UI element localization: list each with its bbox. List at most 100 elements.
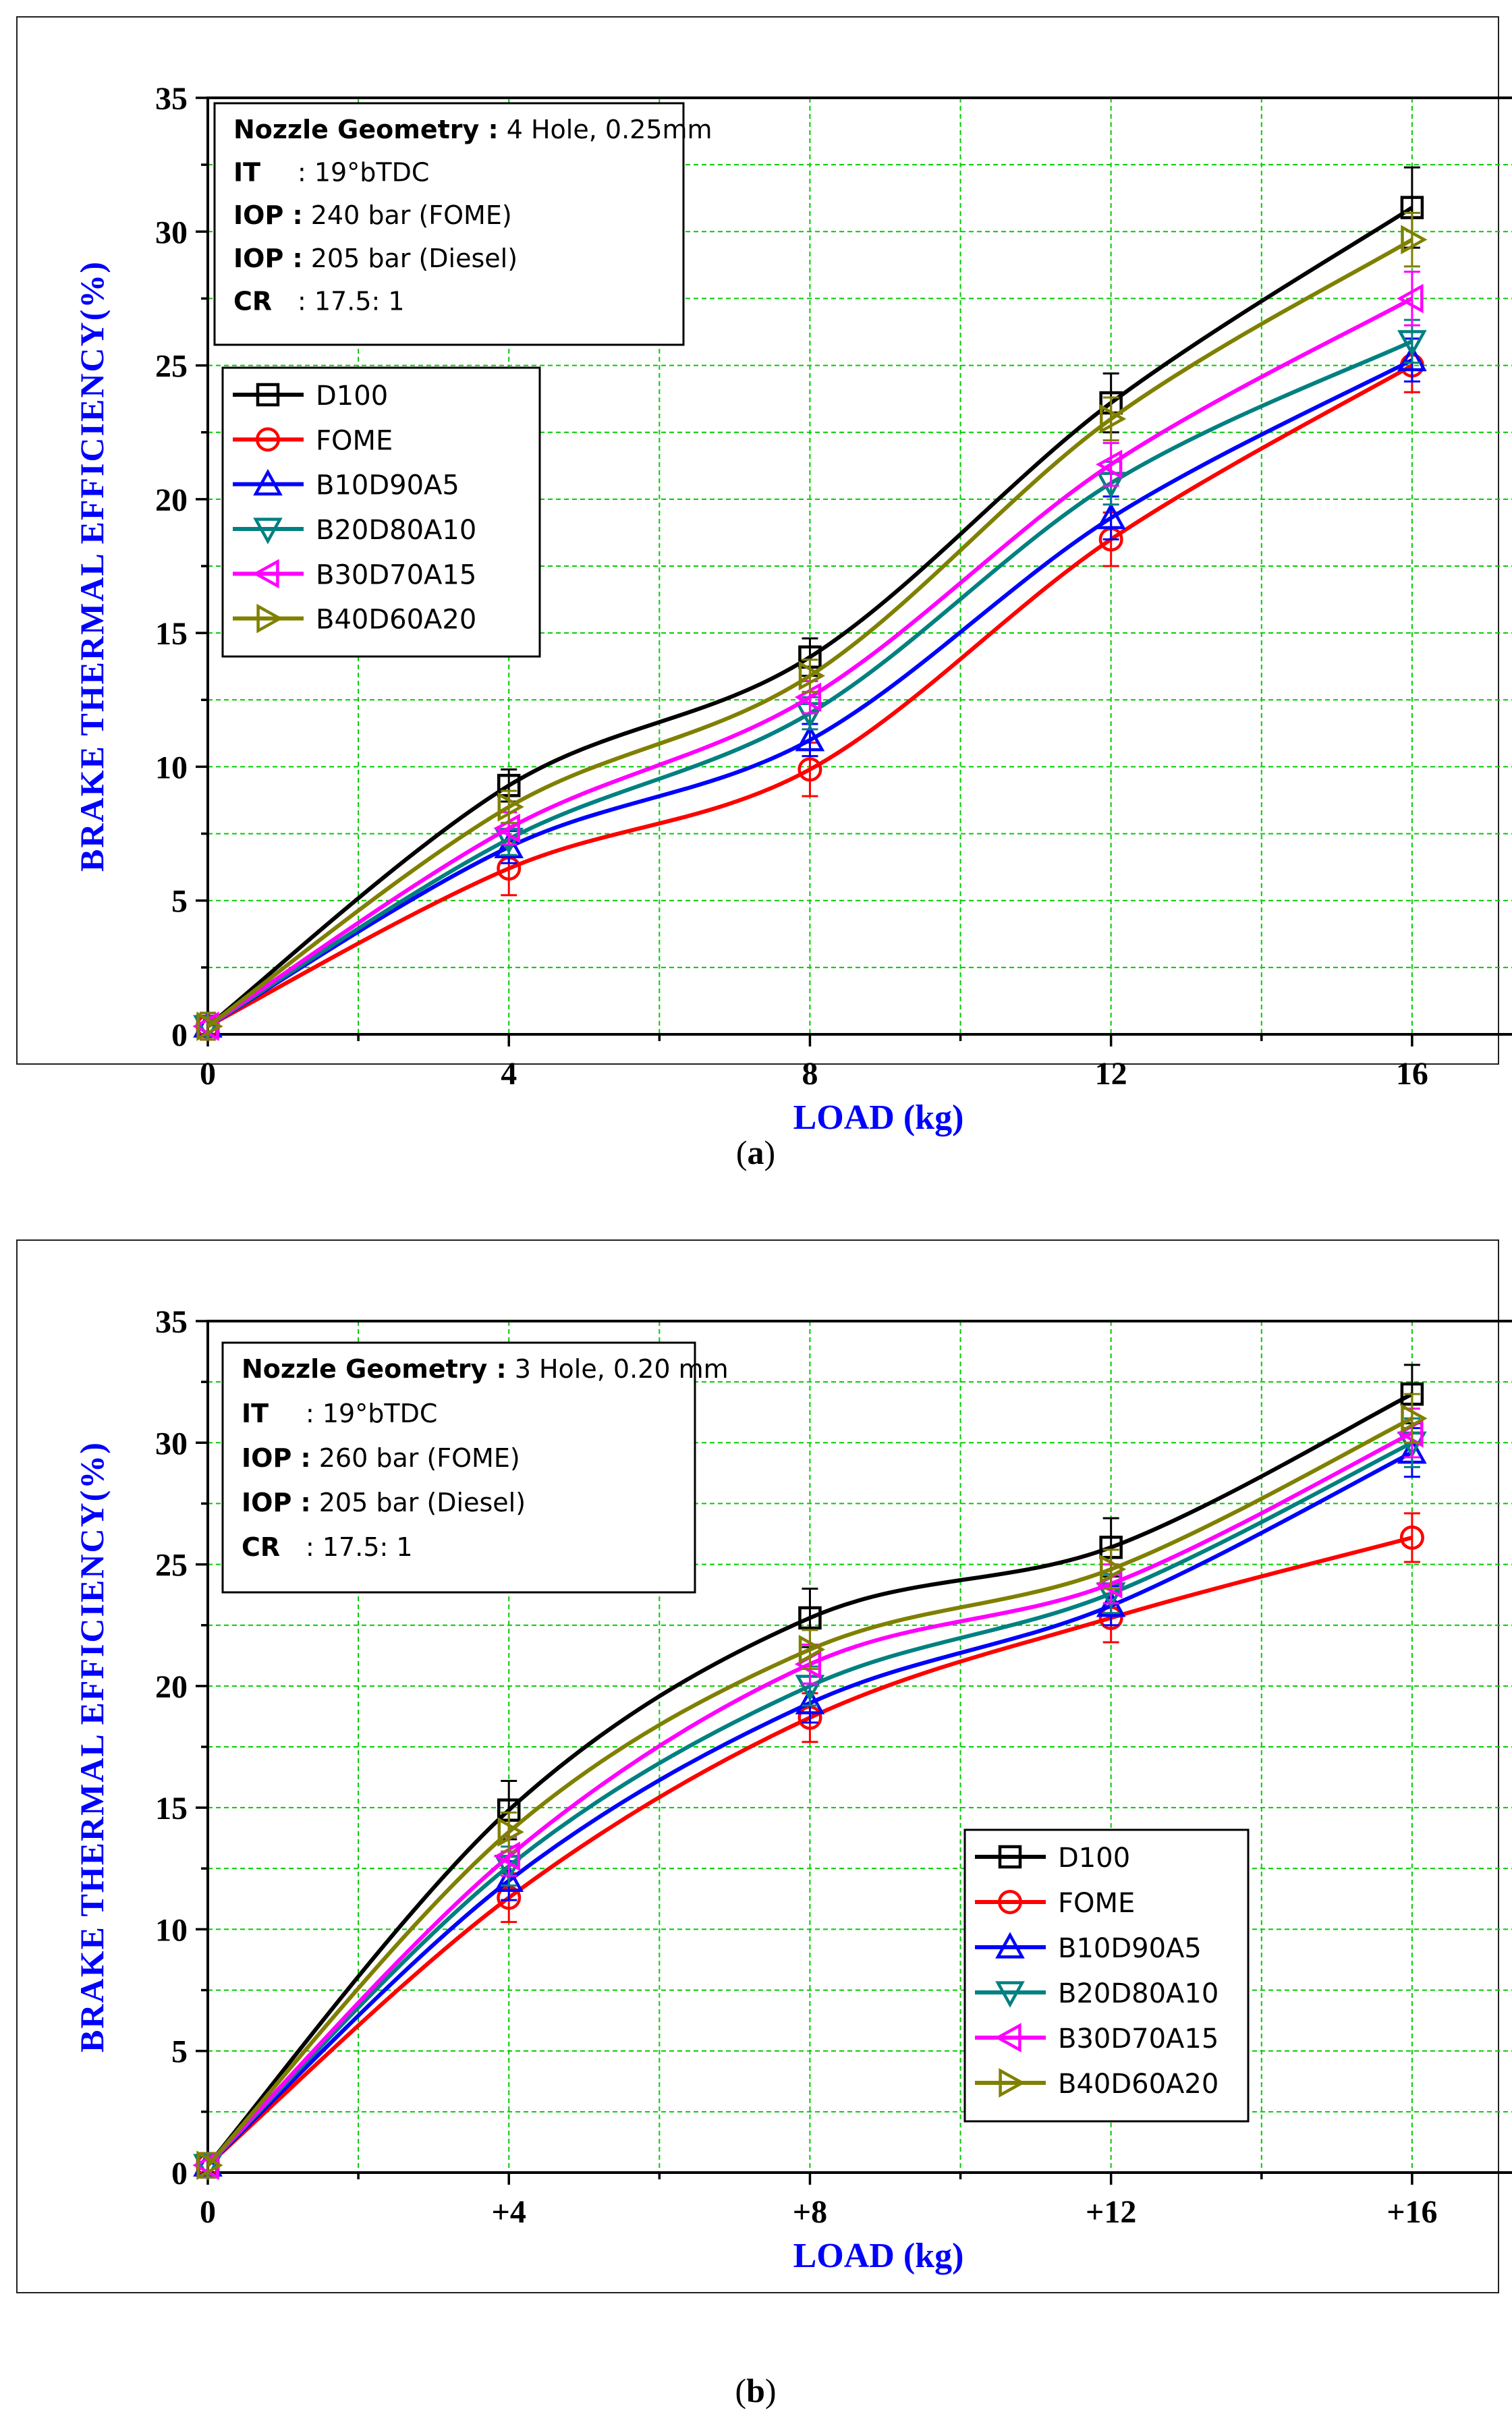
legend: D100 FOME B10D90A5 B20D80A10 B30D70A15 B40D60… — [963, 1828, 1250, 2123]
y-tick-label: 35 — [155, 81, 188, 117]
legend-frame — [221, 366, 541, 658]
series-line — [206, 1416, 1413, 2167]
x-tick-label: +16 — [1387, 2194, 1437, 2230]
info-row: Nozzle Geometry : 3 Hole, 0.20 mm — [242, 1354, 729, 1384]
legend-label: B40D60A20 — [316, 605, 476, 636]
info-key: Nozzle Geometry : — [233, 115, 499, 144]
legend-label: B10D90A5 — [316, 470, 459, 501]
x-tick-label: +4 — [492, 2194, 526, 2230]
panel-caption-letter: a — [748, 1134, 764, 1171]
info-value: : 19°bTDC — [298, 158, 429, 188]
info-row: IOP : 205 bar (Diesel) — [242, 1488, 526, 1517]
info-value: 4 Hole, 0.25mm — [507, 115, 712, 144]
data-point — [1100, 404, 1127, 434]
data-point — [493, 1841, 520, 1872]
panel-caption-letter: b — [746, 2372, 765, 2409]
data-point — [1401, 1403, 1428, 1434]
info-row: IT : 19°bTDC — [233, 158, 429, 188]
legend-label: B10D90A5 — [1058, 1933, 1202, 1964]
y-axis: 0 5 10 15 20 25 30 35 — [155, 1304, 208, 2191]
test-conditions-box: Nozzle Geometry : 3 Hole, 0.20 mm IT : 19°b… — [221, 1341, 729, 1594]
legend-label: FOME — [1058, 1888, 1135, 1919]
panel-caption: (b) — [735, 2372, 776, 2409]
y-tick-label: 20 — [155, 482, 188, 518]
info-row: IT : 19°bTDC — [242, 1399, 437, 1428]
x-axis: 0 +4 +8 +12 +16 — [200, 2173, 1438, 2230]
legend-marker — [256, 427, 280, 452]
legend-marker — [999, 2068, 1026, 2098]
y-tick-label: 25 — [155, 1548, 188, 1584]
info-value: 260 bar (FOME) — [319, 1443, 520, 1473]
legend-marker — [995, 1932, 1025, 1959]
legend-item-B40D60A20: B40D60A20 — [975, 2068, 1219, 2100]
series-B40D60A20 — [196, 1393, 1428, 2181]
test-conditions-box: Nozzle Geometry : 4 Hole, 0.25mm IT : 19°bT… — [213, 102, 712, 346]
y-tick-label: 0 — [171, 1017, 188, 1053]
y-tick-label: 10 — [155, 1912, 188, 1948]
data-point — [795, 725, 825, 752]
info-value: : 17.5: 1 — [298, 286, 405, 316]
y-tick-label: 30 — [155, 1426, 188, 1461]
info-key: IOP : — [242, 1443, 311, 1473]
legend-item-D100: D100 — [975, 1843, 1130, 1874]
info-key: CR — [242, 1532, 280, 1562]
data-point — [497, 792, 524, 822]
x-tick-label: 16 — [1396, 1056, 1428, 1092]
legend-label: FOME — [316, 425, 393, 456]
data-point — [497, 1817, 524, 1847]
info-value: 3 Hole, 0.20 mm — [515, 1354, 729, 1384]
y-tick-label: 5 — [171, 2034, 188, 2070]
series-B40D60A20 — [196, 212, 1428, 1041]
series-line — [206, 206, 1413, 1028]
data-point — [494, 1865, 524, 1892]
info-key: CR — [233, 286, 272, 316]
y-tick-label: 30 — [155, 215, 188, 250]
info-value: 205 bar (Diesel) — [311, 244, 517, 273]
x-axis-title: LOAD (kg) — [793, 2237, 964, 2275]
legend-marker — [253, 469, 283, 496]
panel-caption: (a) — [736, 1134, 775, 1171]
info-row: CR : 17.5: 1 — [242, 1532, 413, 1562]
x-tick-label: +8 — [793, 2194, 827, 2230]
y-tick-label: 20 — [155, 1669, 188, 1705]
info-row: IOP : 240 bar (FOME) — [233, 200, 512, 230]
data-point — [1096, 449, 1123, 480]
data-point — [1397, 283, 1424, 314]
info-box-frame — [221, 1341, 696, 1594]
legend-marker — [995, 1981, 1025, 2008]
y-axis-title: BRAKE THERMAL EFFICIENCY(%) — [73, 260, 111, 872]
legend-marker — [995, 2023, 1021, 2052]
y-tick-label: 10 — [155, 750, 188, 785]
legend-label: D100 — [316, 381, 388, 412]
x-tick-label: 0 — [200, 1056, 216, 1092]
info-box-frame — [213, 102, 685, 346]
legend-marker — [998, 1890, 1022, 1914]
info-value: : 17.5: 1 — [306, 1532, 413, 1562]
data-point — [196, 1011, 223, 1041]
info-row: Nozzle Geometry : 4 Hole, 0.25mm — [233, 115, 712, 144]
series-line — [206, 358, 1413, 1028]
series-line — [206, 296, 1413, 1028]
legend-item-B10D90A5: B10D90A5 — [975, 1932, 1202, 1964]
info-key: IT — [242, 1399, 269, 1428]
chart-panel-a: 0 5 10 15 20 25 30 35 0 4 8 12 16 LOAD (kg) BRAKE THER… — [16, 16, 1512, 1137]
legend-marker — [252, 559, 279, 589]
legend-frame — [963, 1828, 1250, 2123]
x-tick-label: 12 — [1095, 1056, 1127, 1092]
data-point — [1096, 502, 1126, 530]
info-key: IT — [233, 158, 260, 188]
info-value: 205 bar (Diesel) — [319, 1488, 526, 1517]
legend-marker — [998, 1845, 1022, 1869]
info-row: CR : 17.5: 1 — [233, 286, 405, 316]
data-point — [798, 1606, 822, 1630]
x-tick-label: +12 — [1086, 2194, 1136, 2230]
legend: D100 FOME B10D90A5 B20D80A10 B30D70A15 B40D60… — [221, 366, 541, 658]
legend-label: D100 — [1058, 1843, 1130, 1874]
legend-label: B30D70A15 — [1058, 2023, 1219, 2055]
info-row: IOP : 260 bar (FOME) — [242, 1443, 520, 1473]
series-line — [206, 1431, 1413, 2167]
data-point — [1401, 225, 1428, 255]
info-value: : 19°bTDC — [306, 1399, 437, 1428]
data-point — [798, 1634, 826, 1665]
